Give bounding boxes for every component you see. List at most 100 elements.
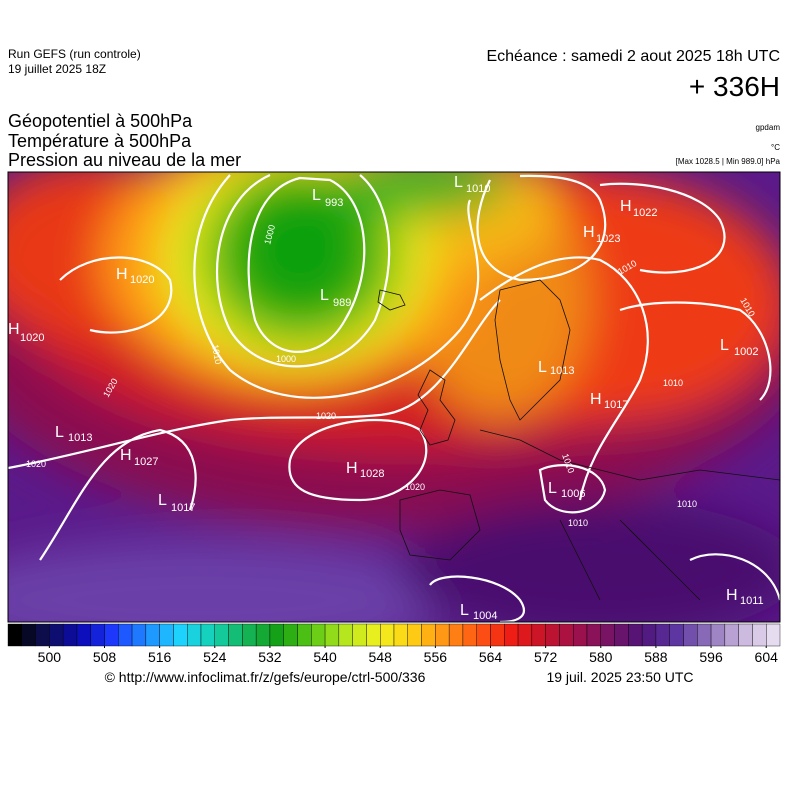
center-value: 1017 xyxy=(604,399,628,411)
colorbar-swatch xyxy=(573,623,588,647)
colorbar-swatch xyxy=(7,623,22,647)
center-value: 1017 xyxy=(171,502,195,514)
colorbar-swatch xyxy=(242,623,257,647)
center-value: 1011 xyxy=(740,595,764,607)
colorbar: 500 508 516 524 532 540 548 556 564 572 580 588 596 6… xyxy=(7,623,781,665)
center-kind: H xyxy=(726,587,738,604)
colorbar-swatch xyxy=(118,623,133,647)
center-value: 1028 xyxy=(360,468,384,480)
colorbar-swatch xyxy=(338,623,353,647)
colorbar-swatch xyxy=(655,623,670,647)
center-value: 1013 xyxy=(68,432,92,444)
colorbar-swatch xyxy=(159,623,174,647)
colorbar-swatch xyxy=(366,623,381,647)
isobars xyxy=(8,173,780,622)
colorbar-swatch xyxy=(448,623,464,647)
isobar-label: 1010 xyxy=(568,518,588,528)
center-kind: H xyxy=(120,447,132,464)
colorbar-tick-label: 564 xyxy=(479,649,503,665)
colorbar-swatch xyxy=(283,623,298,647)
center-kind: L xyxy=(460,602,469,619)
colorbar-swatch xyxy=(380,623,395,647)
colorbar-swatch xyxy=(228,623,243,647)
isobar-label: 1020 xyxy=(405,482,425,492)
unit: °C xyxy=(771,143,780,152)
colorbar-tick-label: 596 xyxy=(699,649,723,665)
colorbar-tick-label: 508 xyxy=(93,649,117,665)
colorbar-swatch xyxy=(517,623,533,647)
colorbar-swatch xyxy=(145,623,160,647)
colorbar-swatch xyxy=(21,623,36,647)
colorbar-swatch xyxy=(311,623,326,647)
center-value: 1006 xyxy=(561,488,585,500)
colorbar-swatch xyxy=(490,623,505,647)
colorbar-tick-label: 556 xyxy=(424,649,448,665)
center-kind: L xyxy=(55,424,64,441)
colorbar-swatch xyxy=(545,623,560,647)
colorbar-swatch xyxy=(49,623,64,647)
unit: gpdam xyxy=(756,123,781,132)
colorbar-swatch xyxy=(214,623,229,647)
center-kind: L xyxy=(548,480,557,497)
colorbar-swatch xyxy=(614,623,629,647)
isobar-label: 1010 xyxy=(663,378,683,388)
temperature-field xyxy=(8,172,780,622)
center-kind: H xyxy=(116,266,128,283)
colorbar-swatch xyxy=(200,623,215,647)
run-date: 19 juillet 2025 18Z xyxy=(8,62,106,76)
colorbar-swatch xyxy=(104,623,119,647)
colorbar-tick-label: 532 xyxy=(258,649,282,665)
title-line: Température à 500hPa xyxy=(8,131,192,151)
colorbar-swatch xyxy=(683,623,698,647)
colorbar-swatch xyxy=(255,623,271,647)
center-kind: H xyxy=(590,391,602,408)
colorbar-swatch xyxy=(697,623,712,647)
colorbar-swatch xyxy=(90,623,105,647)
center-kind: L xyxy=(320,287,329,304)
lead-time: + 336H xyxy=(689,71,780,102)
colorbar-swatch xyxy=(600,623,615,647)
colorbar-swatch xyxy=(752,623,767,647)
colorbar-swatch xyxy=(62,623,78,647)
center-kind: L xyxy=(720,337,729,354)
center-value: 1013 xyxy=(550,365,574,377)
map: H 1020 H 1020 L 993 L 989 L 1010 H 1022 H 1023 … xyxy=(8,172,780,622)
isobar-label: 1020 xyxy=(26,459,46,469)
valid-time: Echéance : samedi 2 aout 2025 18h UTC xyxy=(486,48,780,65)
colorbar-swatch xyxy=(352,623,367,647)
isobar-label: 1020 xyxy=(316,411,336,421)
center-value: 1020 xyxy=(20,332,44,344)
colorbar-swatch xyxy=(504,623,519,647)
center-value: 1004 xyxy=(473,610,497,622)
title-line: Pression au niveau de la mer xyxy=(8,150,241,170)
center-value: 1002 xyxy=(734,346,758,358)
colorbar-swatch xyxy=(669,623,684,647)
center-value: 1022 xyxy=(633,207,657,219)
colorbar-swatch xyxy=(724,623,739,647)
center-kind: H xyxy=(620,198,632,215)
run-name: Run GEFS (run controle) xyxy=(8,47,141,61)
isobar-label: 1000 xyxy=(276,354,296,364)
center-value: 1020 xyxy=(130,274,154,286)
colorbar-swatch xyxy=(324,623,340,647)
isobar-label: 1010 xyxy=(677,499,697,509)
colorbar-swatch xyxy=(476,623,491,647)
colorbar-swatch xyxy=(766,623,781,647)
colorbar-swatch xyxy=(435,623,450,647)
colorbar-swatch xyxy=(35,623,50,647)
center-kind: H xyxy=(346,460,358,477)
unit: [Max 1028.5 | Min 989.0] hPa xyxy=(676,157,781,166)
colorbar-tick-label: 500 xyxy=(38,649,62,665)
colorbar-swatch xyxy=(269,623,284,647)
center-kind: L xyxy=(312,187,321,204)
coastlines xyxy=(377,279,780,601)
colorbar-tick-label: 524 xyxy=(203,649,227,665)
center-value: 1023 xyxy=(596,233,620,245)
center-value: 989 xyxy=(333,297,351,309)
colorbar-swatch xyxy=(531,623,546,647)
colorbar-tick-label: 572 xyxy=(534,649,558,665)
center-value: 993 xyxy=(325,197,343,209)
center-kind: L xyxy=(538,359,547,376)
colorbar-tick-label: 580 xyxy=(589,649,613,665)
